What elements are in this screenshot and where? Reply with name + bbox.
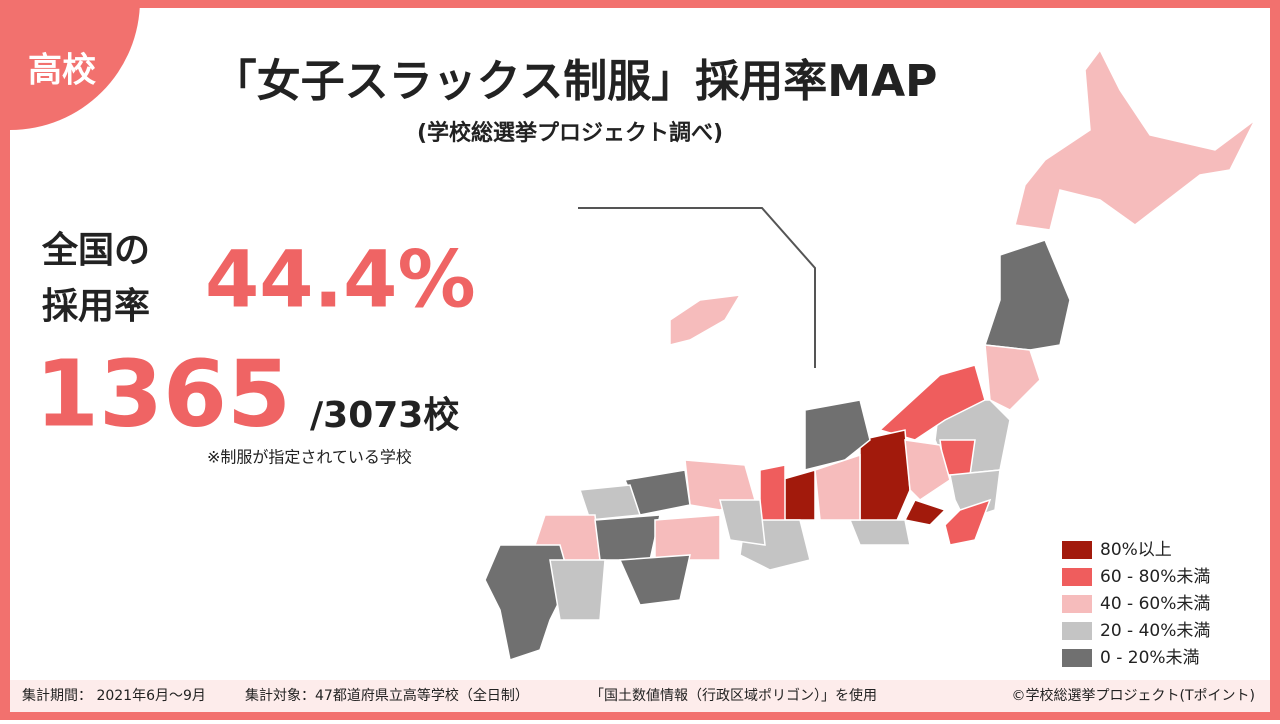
rate: 44.4% [205,235,476,325]
region [669,294,742,346]
legend-label: 40 - 60%未満 [1100,594,1210,614]
stat-label: 採用率 [42,286,150,327]
region [654,514,721,561]
note: ※制服が指定されている学校 [207,448,412,467]
badge-text: 高校 [28,51,96,91]
legend-label: 20 - 40%未満 [1100,621,1210,641]
region [814,453,861,521]
footer-band [10,680,1270,712]
region [1014,48,1256,231]
count: 1365 [35,340,291,447]
footer-text: 集計対象：47都道府県立高等学校（全日制） [245,687,529,704]
legend-swatch [1062,622,1092,640]
region [983,239,1071,351]
title: 「女子スラックス制服」採用率MAP [213,56,938,107]
region [484,544,571,661]
footer-text: 「国土数値情報（行政区域ポリゴン）」を使用 [590,687,877,704]
region [618,554,691,606]
stat-label: 全国の [41,229,150,271]
legend-swatch [1062,649,1092,667]
region [984,344,1041,411]
region [804,399,871,471]
footer-text: ©学校総選挙プロジェクト(Tポイント) [1012,687,1255,704]
region [759,464,786,526]
legend-label: 60 - 80%未満 [1100,567,1210,587]
legend-swatch [1062,568,1092,586]
region [848,519,911,546]
total: /3073校 [310,395,459,436]
region [904,439,951,501]
legend-label: 80%以上 [1100,540,1172,560]
region [719,499,766,546]
corner-badge [0,0,140,130]
legend: 80%以上 60 - 80%未満 40 - 60%未満 20 - 40%未満 0 - 2… [1062,540,1210,668]
inset-border [578,207,816,368]
region [594,514,661,561]
region [944,498,992,546]
footer-text: 集計期間： 2021年6月〜9月 [22,687,206,704]
map [484,48,1256,661]
subtitle: (学校総選挙プロジェクト調べ) [417,120,723,146]
region [549,559,606,621]
region [578,484,642,521]
region [878,364,986,441]
legend-swatch [1062,595,1092,613]
legend-label: 0 - 20%未満 [1100,648,1200,668]
region [903,499,947,526]
legend-swatch [1062,541,1092,559]
